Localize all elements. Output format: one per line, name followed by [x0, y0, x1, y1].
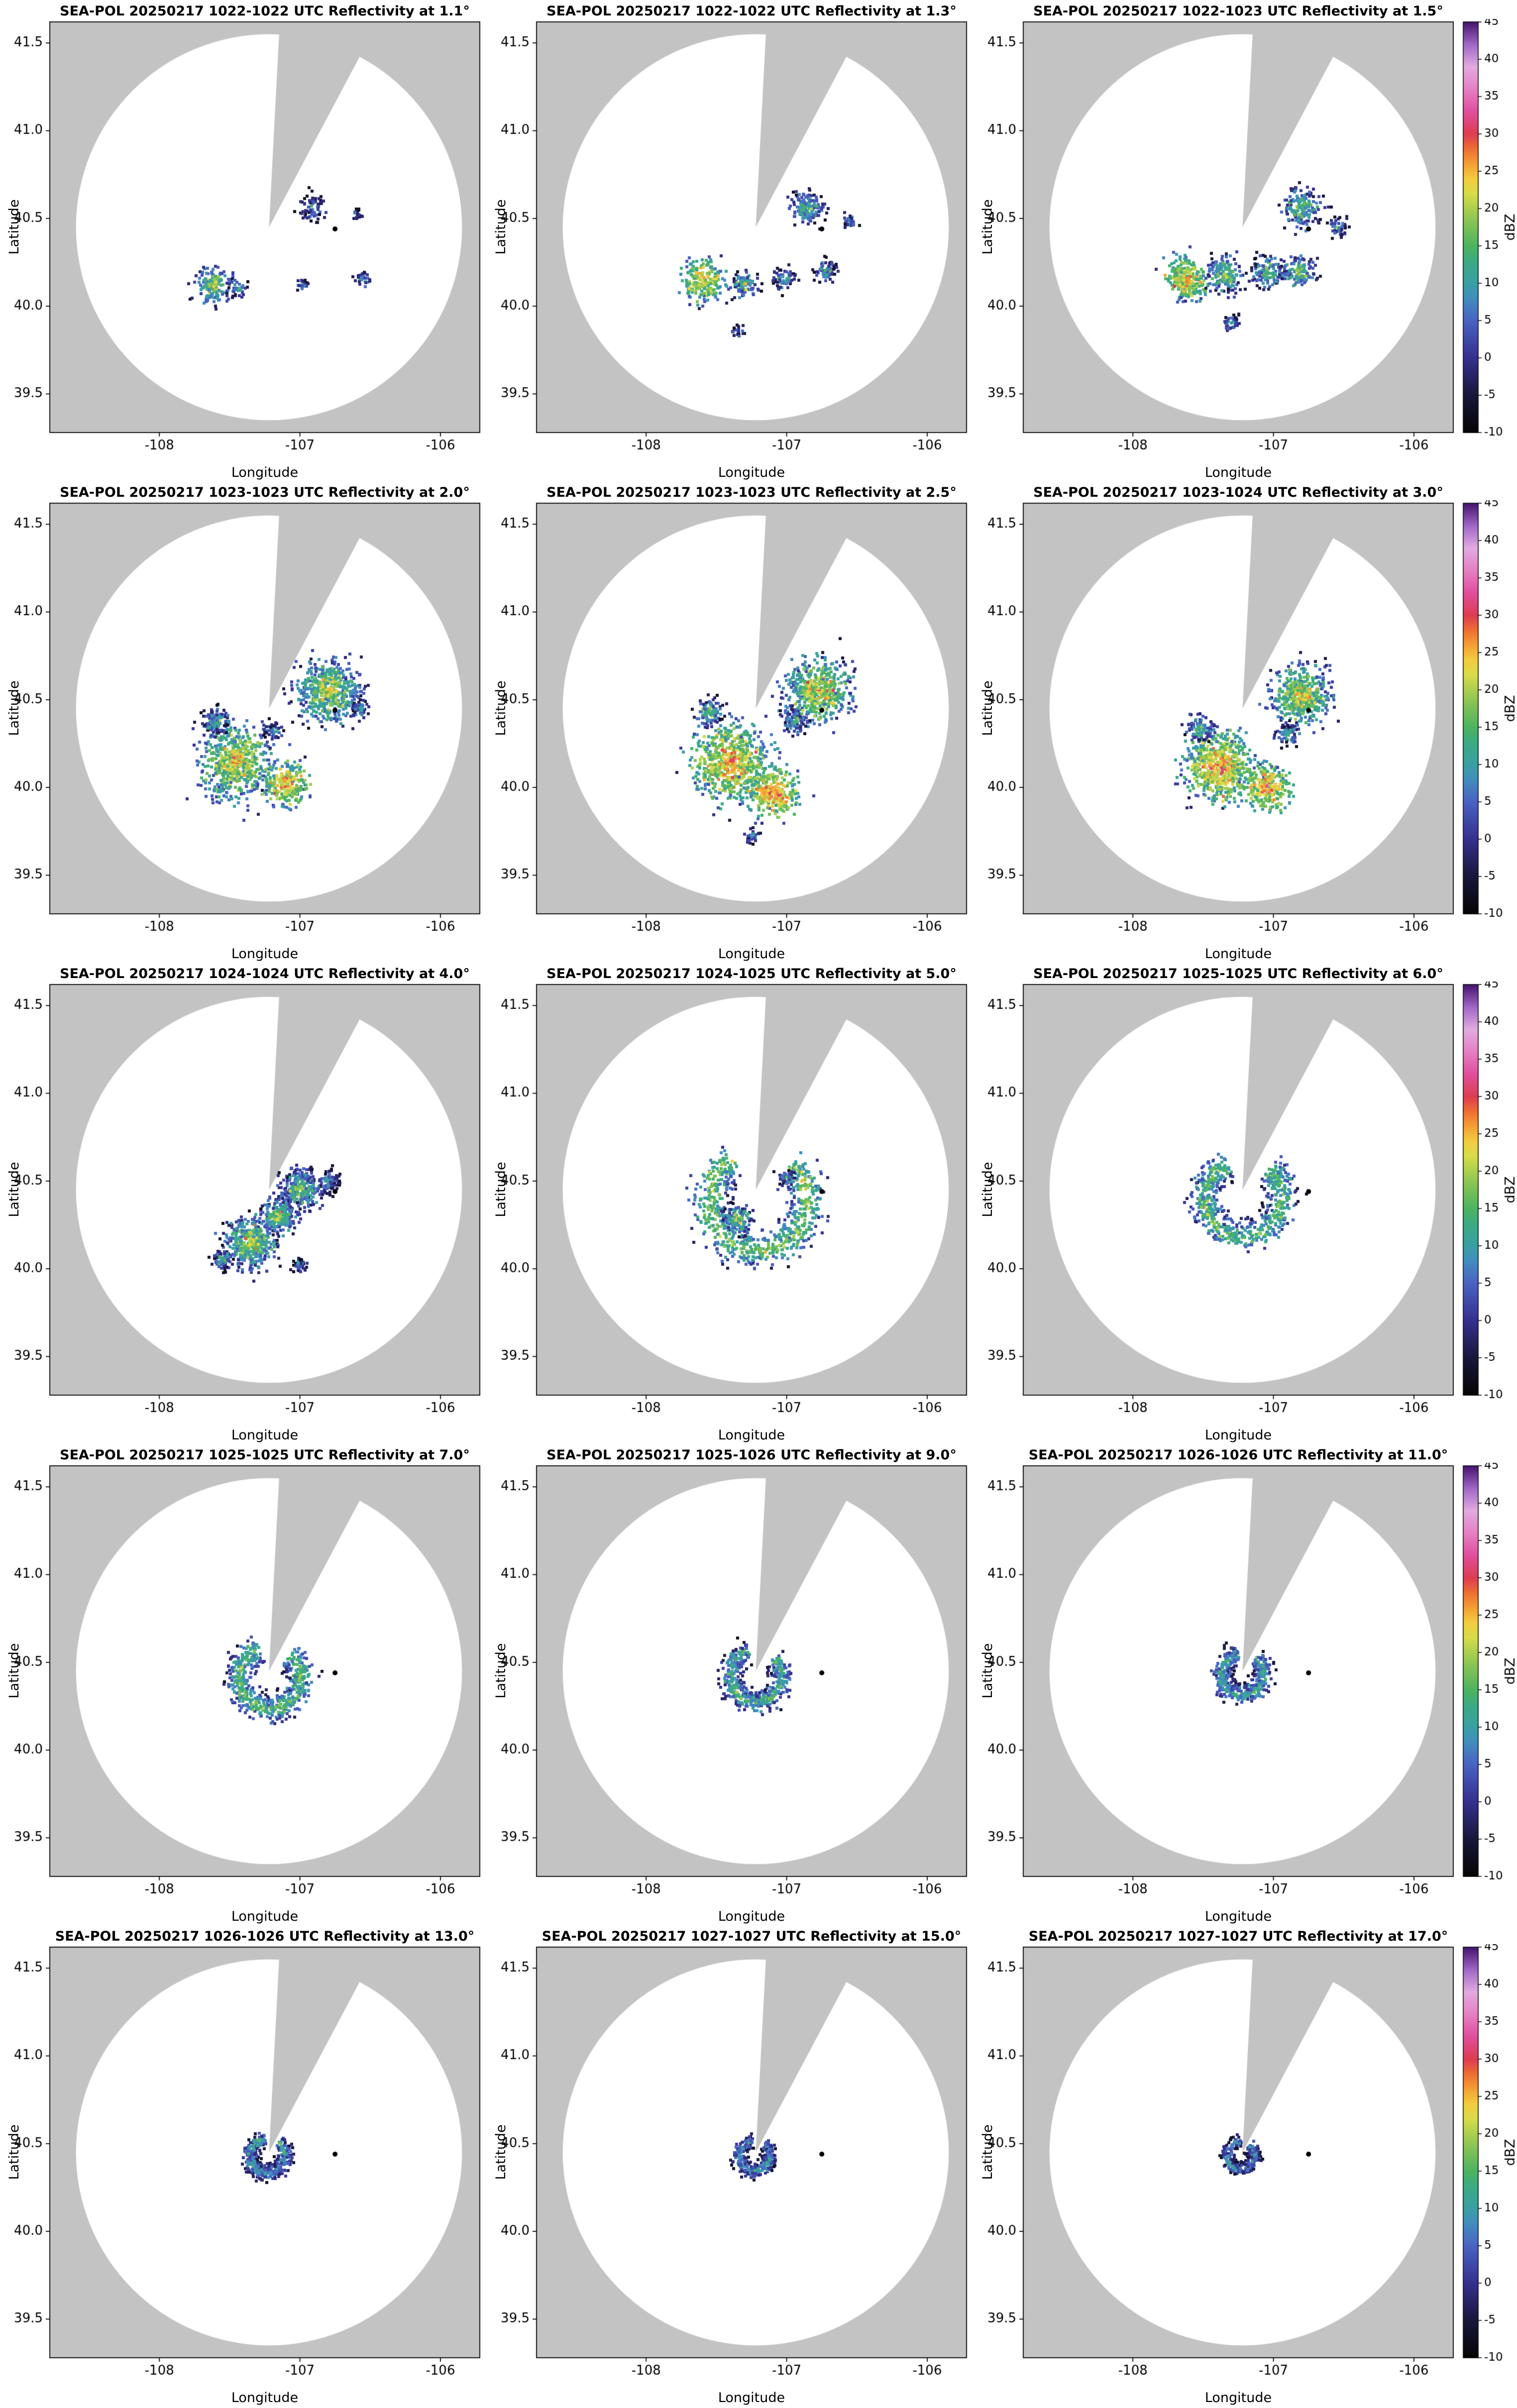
panel-title: SEA-POL 20250217 1026-1026 UTC Reflectiv… [1028, 1447, 1448, 1463]
panel-title: SEA-POL 20250217 1025-1026 UTC Reflectiv… [546, 1447, 957, 1463]
panel-4: SEA-POL 20250217 1023-1023 UTC Reflectiv… [0, 481, 487, 963]
radar-ppi-canvas [0, 1463, 487, 1909]
x-axis-label: Longitude [1204, 946, 1272, 962]
y-axis-label: Latitude [6, 199, 22, 255]
panel-title: SEA-POL 20250217 1023-1023 UTC Reflectiv… [60, 485, 470, 500]
panel-title: SEA-POL 20250217 1022-1022 UTC Reflectiv… [60, 3, 470, 19]
panel-14: SEA-POL 20250217 1027-1027 UTC Reflectiv… [487, 1925, 974, 2407]
colorbar [1460, 1444, 1517, 1925]
radar-ppi-canvas [0, 19, 487, 465]
x-axis-label: Longitude [231, 1909, 299, 1924]
y-axis-label: Latitude [980, 680, 995, 736]
colorbar-canvas [1460, 500, 1517, 947]
colorbar [1460, 481, 1517, 963]
radar-ppi-canvas [0, 982, 487, 1428]
panel-1: SEA-POL 20250217 1022-1022 UTC Reflectiv… [0, 0, 487, 481]
panel-title: SEA-POL 20250217 1026-1026 UTC Reflectiv… [55, 1929, 475, 1944]
x-axis-label: Longitude [231, 465, 299, 480]
figure-row-4: SEA-POL 20250217 1025-1025 UTC Reflectiv… [0, 1444, 1517, 1925]
x-axis-label: Longitude [231, 1427, 299, 1443]
colorbar-canvas [1460, 19, 1517, 465]
y-axis-label: Latitude [493, 1162, 509, 1217]
figure-row-1: SEA-POL 20250217 1022-1022 UTC Reflectiv… [0, 0, 1517, 481]
x-axis-label: Longitude [1204, 465, 1272, 480]
panel-8: SEA-POL 20250217 1024-1025 UTC Reflectiv… [487, 963, 974, 1444]
radar-ppi-canvas [487, 500, 974, 947]
panel-12: SEA-POL 20250217 1026-1026 UTC Reflectiv… [974, 1444, 1460, 1925]
y-axis-label: Latitude [493, 199, 509, 255]
y-axis-label: Latitude [493, 1643, 509, 1699]
radar-ppi-canvas [487, 1944, 974, 2391]
figure-row-5: SEA-POL 20250217 1026-1026 UTC Reflectiv… [0, 1925, 1517, 2407]
x-axis-label: Longitude [718, 465, 785, 480]
panel-3: SEA-POL 20250217 1022-1023 UTC Reflectiv… [974, 0, 1460, 481]
panel-title: SEA-POL 20250217 1027-1027 UTC Reflectiv… [542, 1929, 962, 1944]
colorbar [1460, 963, 1517, 1444]
x-axis-label: Longitude [231, 2390, 299, 2406]
x-axis-label: Longitude [718, 946, 785, 962]
y-axis-label: Latitude [6, 2124, 22, 2180]
colorbar [1460, 0, 1517, 481]
panel-2: SEA-POL 20250217 1022-1022 UTC Reflectiv… [487, 0, 974, 481]
panel-7: SEA-POL 20250217 1024-1024 UTC Reflectiv… [0, 963, 487, 1444]
y-axis-label: Latitude [6, 1643, 22, 1699]
radar-ppi-canvas [0, 500, 487, 947]
panel-title: SEA-POL 20250217 1025-1025 UTC Reflectiv… [60, 1447, 470, 1463]
radar-ppi-canvas [974, 1944, 1460, 2391]
panel-5: SEA-POL 20250217 1023-1023 UTC Reflectiv… [487, 481, 974, 963]
colorbar-canvas [1460, 982, 1517, 1428]
panel-title: SEA-POL 20250217 1022-1022 UTC Reflectiv… [546, 3, 957, 19]
figure-row-3: SEA-POL 20250217 1024-1024 UTC Reflectiv… [0, 963, 1517, 1444]
panel-title: SEA-POL 20250217 1024-1024 UTC Reflectiv… [60, 966, 470, 982]
panel-15: SEA-POL 20250217 1027-1027 UTC Reflectiv… [974, 1925, 1460, 2407]
panel-9: SEA-POL 20250217 1025-1025 UTC Reflectiv… [974, 963, 1460, 1444]
radar-ppi-canvas [487, 1463, 974, 1909]
panel-title: SEA-POL 20250217 1027-1027 UTC Reflectiv… [1028, 1929, 1448, 1944]
x-axis-label: Longitude [231, 946, 299, 962]
y-axis-label: Latitude [980, 1162, 995, 1217]
panel-11: SEA-POL 20250217 1025-1026 UTC Reflectiv… [487, 1444, 974, 1925]
colorbar-canvas [1460, 1944, 1517, 2391]
panel-title: SEA-POL 20250217 1025-1025 UTC Reflectiv… [1033, 966, 1443, 982]
panel-title: SEA-POL 20250217 1023-1024 UTC Reflectiv… [1033, 485, 1443, 500]
panel-title: SEA-POL 20250217 1023-1023 UTC Reflectiv… [546, 485, 957, 500]
x-axis-label: Longitude [718, 2390, 785, 2406]
panel-title: SEA-POL 20250217 1024-1025 UTC Reflectiv… [546, 966, 957, 982]
radar-ppi-canvas [974, 1463, 1460, 1909]
y-axis-label: Latitude [6, 1162, 22, 1217]
panel-13: SEA-POL 20250217 1026-1026 UTC Reflectiv… [0, 1925, 487, 2407]
panel-6: SEA-POL 20250217 1023-1024 UTC Reflectiv… [974, 481, 1460, 963]
radar-ppi-canvas [487, 19, 974, 465]
radar-ppi-canvas [974, 19, 1460, 465]
x-axis-label: Longitude [1204, 1427, 1272, 1443]
colorbar [1460, 1925, 1517, 2407]
x-axis-label: Longitude [718, 1909, 785, 1924]
y-axis-label: Latitude [493, 2124, 509, 2180]
panel-title: SEA-POL 20250217 1022-1023 UTC Reflectiv… [1033, 3, 1443, 19]
radar-ppi-canvas [974, 982, 1460, 1428]
y-axis-label: Latitude [980, 199, 995, 255]
y-axis-label: Latitude [980, 1643, 995, 1699]
x-axis-label: Longitude [1204, 2390, 1272, 2406]
figure-row-2: SEA-POL 20250217 1023-1023 UTC Reflectiv… [0, 481, 1517, 963]
radar-ppi-canvas [487, 982, 974, 1428]
colorbar-canvas [1460, 1463, 1517, 1909]
radar-ppi-canvas [0, 1944, 487, 2391]
y-axis-label: Latitude [6, 680, 22, 736]
x-axis-label: Longitude [718, 1427, 785, 1443]
panel-10: SEA-POL 20250217 1025-1025 UTC Reflectiv… [0, 1444, 487, 1925]
y-axis-label: Latitude [980, 2124, 995, 2180]
y-axis-label: Latitude [493, 680, 509, 736]
radar-ppi-canvas [974, 500, 1460, 947]
x-axis-label: Longitude [1204, 1909, 1272, 1924]
